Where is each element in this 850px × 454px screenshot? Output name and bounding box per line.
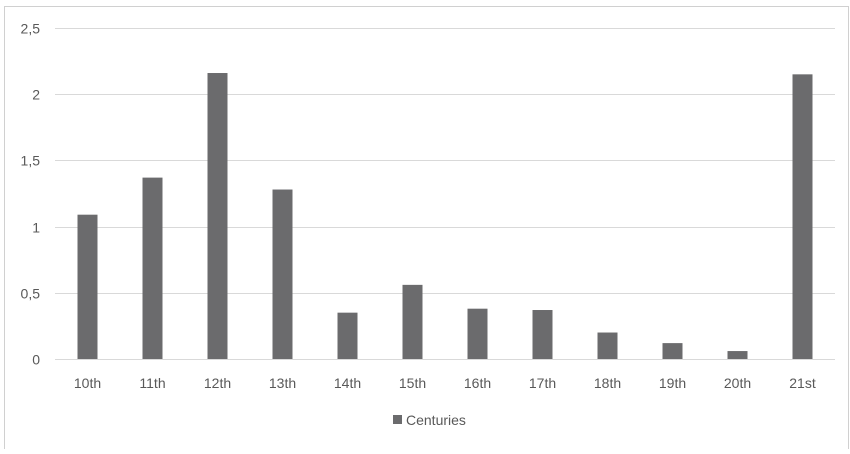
x-tick-label: 12th [204, 375, 231, 391]
bar-14th [337, 312, 358, 359]
x-tick-label: 13th [269, 375, 296, 391]
bar-19th [662, 343, 683, 359]
y-tick-label: 1,5 [21, 153, 41, 169]
bar-10th [77, 214, 98, 359]
bar-15th [402, 284, 423, 359]
x-tick-label: 15th [399, 375, 426, 391]
bar-11th [142, 177, 163, 359]
bar-21st [792, 74, 813, 359]
x-tick-label: 21st [789, 375, 816, 391]
bar-17th [532, 310, 553, 359]
x-tick-label: 10th [74, 375, 101, 391]
x-tick-label: 17th [529, 375, 556, 391]
chart-border [4, 6, 849, 449]
legend-label: Centuries [406, 412, 466, 428]
y-tick-label: 2 [32, 87, 40, 103]
y-tick-label: 0,5 [21, 286, 41, 302]
bar-16th [467, 308, 488, 359]
x-axis-ticks: 10th 11th 12th 13th 14th 15th 16th 17th 18th 19th… [74, 375, 816, 391]
bars [77, 73, 813, 360]
y-tick-label: 1 [32, 220, 40, 236]
x-tick-label: 20th [724, 375, 751, 391]
y-tick-label: 0 [32, 352, 40, 368]
y-axis-ticks: 0 0,5 1 1,5 2 2,5 [21, 21, 41, 368]
x-tick-label: 19th [659, 375, 686, 391]
legend-swatch [393, 415, 402, 424]
gridlines [55, 28, 835, 360]
bar-20th [727, 351, 748, 359]
x-tick-label: 11th [139, 375, 165, 391]
x-tick-label: 16th [464, 375, 491, 391]
bar-12th [207, 73, 228, 360]
bar-18th [597, 332, 618, 359]
x-tick-label: 18th [594, 375, 621, 391]
x-tick-label: 14th [334, 375, 361, 391]
y-tick-label: 2,5 [21, 21, 41, 37]
legend: Centuries [393, 412, 466, 428]
bar-13th [272, 189, 293, 359]
